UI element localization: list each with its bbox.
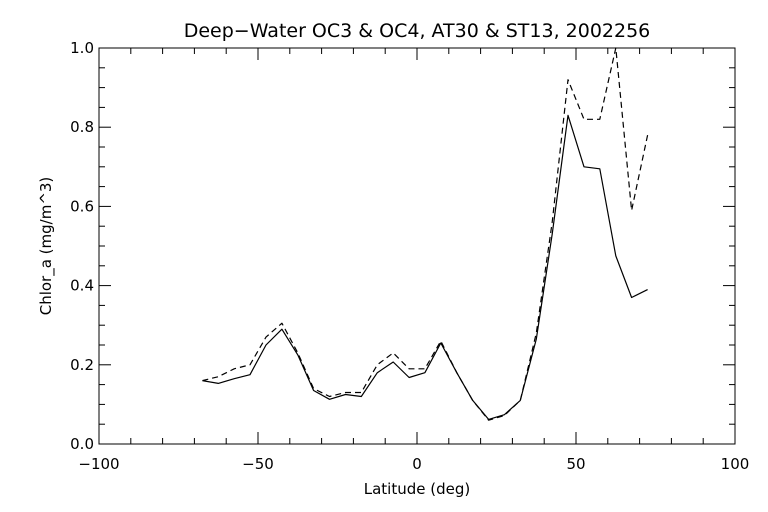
- x-tick-label: 0: [412, 455, 422, 473]
- y-tick-label: 1.0: [70, 39, 94, 57]
- chart-title: Deep−Water OC3 & OC4, AT30 & ST13, 20022…: [184, 20, 651, 42]
- y-tick-label: 0.4: [70, 277, 94, 295]
- x-tick-label: −100: [78, 455, 119, 473]
- y-axis-ticks: 0.0 0.2 0.4 0.6 0.8 1.0: [70, 39, 735, 453]
- y-tick-label: 0.8: [70, 118, 94, 136]
- plot-frame: [98, 47, 736, 445]
- y-tick-label: 0.2: [70, 356, 94, 374]
- y-tick-label: 0.0: [70, 435, 94, 453]
- series-line-dashed: [202, 47, 649, 421]
- x-tick-label: 100: [721, 455, 750, 473]
- series-line-solid: [202, 114, 648, 420]
- x-tick-label: −50: [242, 455, 274, 473]
- x-axis-label: Latitude (deg): [364, 480, 470, 498]
- y-tick-label: 0.6: [70, 197, 94, 215]
- x-axis-ticks: −100 −50 0 50 100: [78, 48, 749, 473]
- y-axis-label: Chlor_a (mg/m^3): [37, 177, 56, 316]
- data-series: [202, 47, 649, 421]
- x-tick-label: 50: [566, 455, 585, 473]
